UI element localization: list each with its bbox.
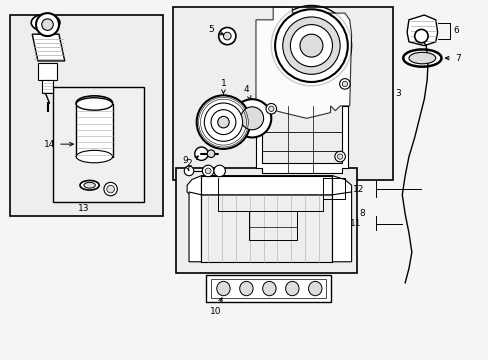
Circle shape [265, 103, 276, 114]
Ellipse shape [262, 282, 276, 296]
Circle shape [207, 150, 214, 158]
Circle shape [204, 103, 242, 141]
Ellipse shape [83, 183, 95, 188]
Ellipse shape [31, 14, 60, 31]
Polygon shape [38, 63, 57, 80]
Ellipse shape [408, 52, 435, 64]
Circle shape [104, 183, 117, 196]
Text: 1: 1 [220, 80, 226, 94]
Circle shape [41, 19, 53, 30]
Circle shape [202, 165, 213, 177]
Text: 10: 10 [210, 298, 222, 316]
Text: 4: 4 [243, 85, 250, 100]
Circle shape [218, 27, 235, 45]
Ellipse shape [403, 49, 441, 67]
Bar [175, 168, 357, 273]
Circle shape [184, 166, 193, 176]
Ellipse shape [76, 96, 112, 110]
Bar [211, 279, 325, 298]
Polygon shape [189, 176, 351, 262]
Bar [10, 15, 163, 216]
Circle shape [211, 110, 235, 135]
Text: 8: 8 [359, 210, 364, 219]
Circle shape [337, 154, 342, 159]
Circle shape [275, 9, 347, 82]
Text: 11: 11 [349, 219, 361, 228]
Text: 9: 9 [182, 156, 189, 170]
Polygon shape [255, 106, 347, 173]
Circle shape [342, 81, 347, 86]
Circle shape [36, 13, 59, 36]
Polygon shape [32, 34, 64, 61]
Text: 7: 7 [445, 54, 460, 63]
Circle shape [268, 106, 273, 112]
Ellipse shape [80, 180, 99, 190]
Circle shape [194, 147, 208, 161]
Polygon shape [187, 176, 351, 197]
Bar [172, 8, 392, 180]
Text: 5: 5 [208, 25, 223, 35]
Circle shape [233, 99, 271, 138]
Ellipse shape [76, 150, 112, 163]
Bar [76, 104, 112, 157]
Ellipse shape [285, 282, 298, 296]
Text: 6: 6 [452, 26, 458, 35]
Circle shape [290, 24, 332, 67]
Circle shape [106, 185, 114, 193]
Circle shape [282, 17, 340, 74]
Circle shape [223, 32, 231, 40]
Circle shape [196, 95, 250, 149]
Text: 13: 13 [78, 204, 89, 213]
Text: 12: 12 [352, 185, 363, 194]
Bar [206, 275, 330, 302]
Text: 14: 14 [44, 140, 73, 149]
Ellipse shape [81, 98, 107, 108]
Circle shape [414, 30, 427, 43]
Bar [53, 87, 144, 202]
Ellipse shape [239, 282, 253, 296]
Circle shape [339, 78, 349, 89]
Ellipse shape [308, 282, 321, 296]
Polygon shape [41, 80, 53, 94]
Circle shape [299, 34, 322, 57]
Ellipse shape [216, 282, 230, 296]
Circle shape [213, 165, 225, 177]
Text: 3: 3 [395, 89, 401, 98]
Circle shape [334, 151, 345, 162]
Ellipse shape [76, 98, 112, 110]
Polygon shape [406, 15, 437, 46]
Circle shape [217, 116, 229, 128]
Circle shape [205, 168, 211, 174]
Text: 2: 2 [186, 156, 198, 168]
Polygon shape [255, 8, 351, 118]
Circle shape [240, 107, 263, 130]
